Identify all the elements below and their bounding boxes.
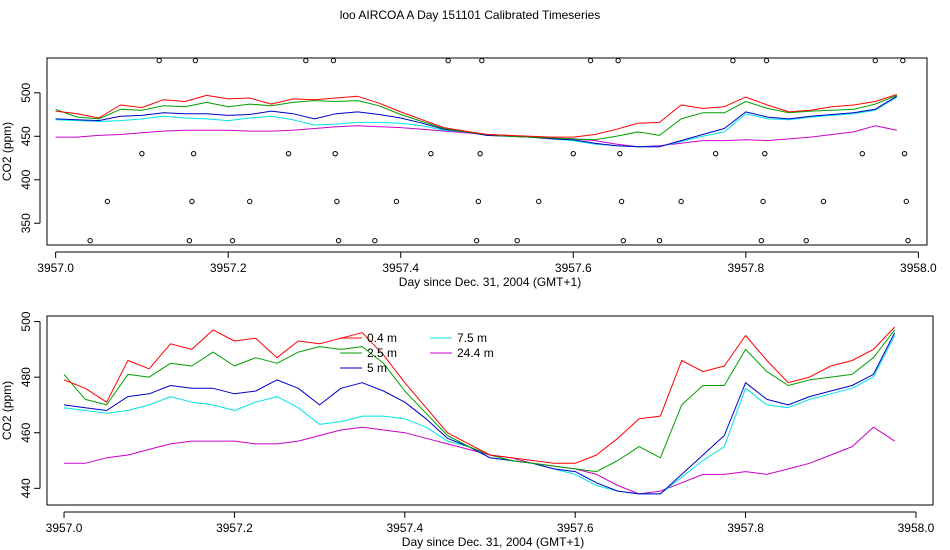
status-point (445, 58, 451, 64)
status-point (763, 58, 770, 64)
status-point (762, 150, 768, 157)
series-line-24-4-m (64, 426, 895, 495)
status-point (330, 58, 337, 64)
status-point (570, 150, 576, 157)
status-point (229, 237, 236, 244)
y-tick-label: 500 (19, 311, 33, 331)
x-tick-label: 3957.6 (557, 521, 594, 535)
status-point (247, 198, 253, 205)
x-tick-label: 3957.4 (382, 261, 419, 275)
legend: 0.4 m2.5 m5 m 7.5 m24.4 m (340, 331, 494, 375)
y-tick-label: 350 (19, 213, 33, 233)
status-point (479, 58, 485, 64)
status-point (901, 150, 908, 157)
status-point (617, 150, 623, 157)
x-tick-label: 3957.6 (555, 261, 592, 275)
status-point (820, 198, 827, 205)
x-tick-label: 3958.0 (900, 261, 937, 275)
y-tick-label: 500 (19, 82, 33, 102)
status-point (393, 198, 400, 205)
x-tick-label: 3957.0 (37, 261, 74, 275)
x-tick-label: 3957.8 (727, 521, 764, 535)
x-tick-label: 3957.2 (216, 521, 253, 535)
status-point (104, 198, 111, 205)
y-axis-title: CO2 (ppm) (0, 122, 14, 181)
status-point (712, 150, 719, 157)
status-point (900, 58, 906, 64)
status-point (473, 237, 480, 244)
legend-label: 0.4 m (367, 331, 397, 345)
top-panel: 3957.0 3957.2 3957.4 3957.6 3957.8 3958.0 350 4… (0, 57, 937, 289)
status-point (372, 237, 378, 244)
plot-area (63, 326, 896, 495)
x-tick-label: 3957.8 (727, 261, 764, 275)
legend-label: 24.4 m (457, 346, 494, 360)
status-point (190, 150, 197, 157)
series-line-2-5-m (63, 329, 896, 473)
plot-frame (46, 315, 934, 506)
status-point (760, 198, 766, 205)
status-point (859, 150, 865, 157)
y-tick-label: 440 (19, 478, 33, 498)
status-point (730, 58, 736, 64)
status-point (285, 150, 292, 157)
status-point (475, 198, 482, 205)
legend-label: 7.5 m (457, 331, 487, 345)
series-line-5-m (55, 95, 898, 148)
status-point (803, 237, 809, 244)
status-point (192, 58, 199, 64)
status-point (186, 237, 193, 244)
status-point (905, 237, 911, 244)
bottom-panel: 3957.0 3957.2 3957.4 3957.6 3957.8 3958.0 440 4… (0, 311, 935, 549)
x-tick-label: 3957.4 (386, 521, 423, 535)
y-axis-title: CO2 (ppm) (0, 381, 14, 440)
series-line-0-4-m (63, 326, 896, 464)
status-point (758, 237, 765, 244)
status-point (620, 237, 627, 244)
series-line-5-m (63, 332, 896, 495)
status-point (428, 150, 434, 157)
status-point (536, 198, 542, 205)
series-line-24-4-m (55, 125, 897, 148)
x-tick-label: 3957.2 (210, 261, 247, 275)
plot-area (55, 58, 911, 244)
status-point (477, 150, 483, 157)
status-point (872, 58, 878, 64)
x-axis-title: Day since Dec. 31, 2004 (GMT+1) (402, 535, 584, 549)
y-tick-label: 460 (19, 422, 33, 442)
status-point (514, 237, 520, 244)
y-tick-label: 400 (19, 169, 33, 189)
x-tick-label: 3957.0 (46, 521, 83, 535)
status-point (587, 58, 594, 64)
y-tick-label: 480 (19, 367, 33, 387)
status-point (615, 58, 621, 64)
status-point (87, 237, 93, 244)
legend-label: 2.5 m (367, 346, 397, 360)
y-tick-label: 450 (19, 126, 33, 146)
figure-title: loo AIRCOA A Day 151101 Calibrated Times… (340, 8, 601, 22)
status-point (335, 237, 342, 244)
status-point (656, 237, 663, 244)
status-point (139, 150, 145, 157)
series-line-7-5-m (55, 96, 898, 148)
status-point (332, 150, 338, 157)
status-point (303, 58, 309, 64)
status-point (903, 198, 909, 205)
x-tick-label: 3958.0 (898, 521, 935, 535)
status-point (618, 198, 625, 205)
plot-frame (46, 57, 928, 246)
series-line-0-4-m (55, 94, 897, 138)
status-point (189, 198, 195, 205)
status-point (156, 58, 162, 64)
status-point (334, 198, 340, 205)
x-axis-title: Day since Dec. 31, 2004 (GMT+1) (399, 275, 581, 289)
status-point (678, 198, 684, 205)
legend-label: 5 m (367, 361, 387, 375)
